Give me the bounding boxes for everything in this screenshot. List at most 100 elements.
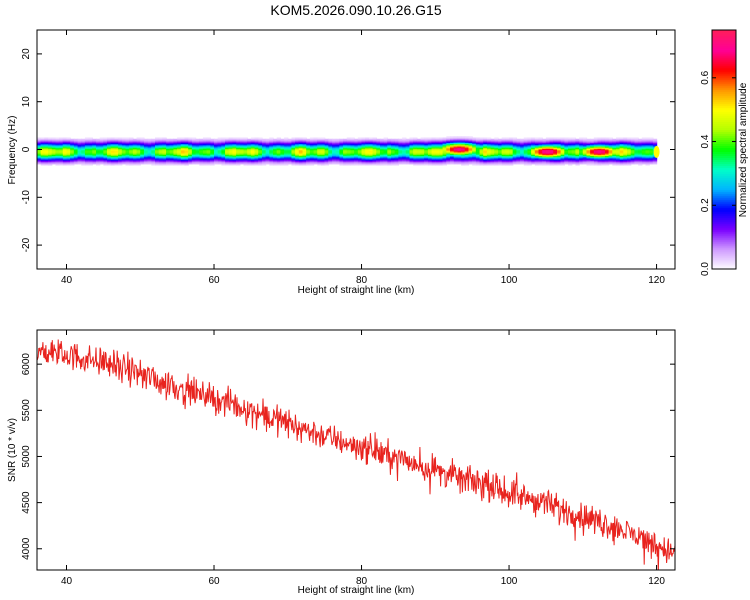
- heatmap-cell: [368, 162, 374, 165]
- heatmap-cell: [284, 163, 289, 166]
- heatmap-cell: [188, 150, 193, 153]
- heatmap-cell: [291, 153, 296, 155]
- heatmap-cell: [453, 137, 459, 140]
- heatmap-cell: [225, 151, 230, 154]
- heatmap-cell: [66, 137, 71, 140]
- heatmap-cell: [350, 147, 355, 149]
- heatmap-cell: [627, 137, 632, 140]
- colorbar-cell: [712, 35, 736, 39]
- heatmap-cell: [501, 155, 506, 158]
- heatmap-cell: [630, 154, 636, 157]
- heatmap-cell: [634, 156, 639, 159]
- heatmap-cell: [649, 154, 654, 157]
- heatmap-cell: [468, 145, 473, 148]
- heatmap-cell: [472, 160, 477, 163]
- heatmap-cell: [343, 151, 348, 154]
- heatmap-cell: [623, 143, 628, 146]
- heatmap-cell: [269, 160, 274, 163]
- heatmap-cell: [129, 138, 134, 141]
- heatmap-cell: [147, 147, 152, 149]
- heatmap-cell: [420, 145, 425, 148]
- colorbar-cell: [712, 67, 736, 71]
- heatmap-cell: [372, 144, 377, 147]
- heatmap-cell: [114, 137, 119, 140]
- heatmap-cell: [604, 156, 610, 159]
- heatmap-cell: [556, 145, 562, 148]
- heatmap-cell: [247, 160, 252, 163]
- heatmap-cell: [420, 143, 425, 146]
- heatmap-cell: [435, 157, 440, 160]
- heatmap-cell: [343, 148, 348, 151]
- heatmap-cell: [313, 139, 318, 142]
- heatmap-cell: [394, 160, 400, 163]
- heatmap-cell: [129, 156, 134, 159]
- colorbar-cell: [712, 119, 736, 123]
- heatmap-cell: [136, 159, 141, 161]
- heatmap-cell: [309, 155, 315, 158]
- heatmap-cell: [590, 162, 595, 165]
- heatmap-cell: [634, 150, 639, 153]
- heatmap-cell: [534, 149, 540, 152]
- y-tick-label: 6000: [21, 353, 32, 376]
- heatmap-cell: [99, 159, 104, 161]
- heatmap-cell: [424, 153, 429, 155]
- heatmap-cell: [402, 142, 407, 145]
- heatmap-cell: [132, 138, 138, 141]
- colorbar-cell: [712, 129, 736, 133]
- heatmap-cell: [62, 154, 68, 157]
- heatmap-cell: [243, 157, 248, 160]
- heatmap-cell: [630, 139, 636, 142]
- heatmap-cell: [464, 150, 470, 153]
- heatmap-cell: [472, 161, 477, 164]
- heatmap-cell: [155, 157, 160, 160]
- heatmap-cell: [531, 143, 536, 146]
- heatmap-cell: [649, 139, 654, 142]
- heatmap-cell: [391, 149, 396, 152]
- heatmap-cell: [313, 151, 318, 154]
- heatmap-cell: [350, 148, 355, 151]
- heatmap-cell: [387, 163, 392, 166]
- heatmap-cell: [354, 151, 359, 154]
- heatmap-cell: [593, 154, 599, 157]
- heatmap-cell: [261, 150, 267, 153]
- heatmap-cell: [66, 163, 71, 166]
- heatmap-cell: [62, 156, 68, 159]
- heatmap-cell: [435, 147, 440, 149]
- heatmap-cell: [461, 136, 466, 139]
- heatmap-cell: [549, 161, 554, 164]
- heatmap-cell: [579, 148, 584, 151]
- heatmap-cell: [199, 143, 204, 146]
- x-tick-label: 100: [501, 576, 518, 587]
- heatmap-cell: [376, 159, 381, 161]
- heatmap-cell: [604, 149, 610, 152]
- heatmap-cell: [247, 162, 252, 165]
- heatmap-cell: [560, 139, 565, 142]
- heatmap-cell: [413, 143, 418, 146]
- heatmap-cell: [51, 143, 57, 146]
- heatmap-cell: [564, 148, 569, 151]
- heatmap-cell: [516, 148, 521, 151]
- heatmap-cell: [258, 138, 263, 141]
- heatmap-cell: [40, 144, 45, 147]
- heatmap-cell: [464, 155, 470, 158]
- heatmap-cell: [191, 149, 197, 152]
- heatmap-cell: [402, 154, 407, 157]
- colorbar-cell: [712, 207, 736, 210]
- heatmap-cell: [486, 141, 492, 143]
- heatmap-cell: [538, 148, 543, 151]
- heatmap-cell: [420, 137, 425, 140]
- heatmap-cell: [110, 161, 116, 164]
- heatmap-cell: [258, 161, 263, 164]
- heatmap-cell: [125, 161, 130, 164]
- heatmap-cell: [184, 163, 189, 166]
- heatmap-cell: [431, 138, 436, 141]
- heatmap-cell: [202, 156, 208, 159]
- heatmap-cell: [81, 161, 86, 164]
- heatmap-cell: [527, 160, 532, 163]
- heatmap-cell: [140, 139, 145, 142]
- heatmap-cell: [549, 139, 554, 142]
- heatmap-cell: [391, 159, 396, 161]
- heatmap-cell: [129, 143, 134, 146]
- heatmap-cell: [387, 138, 392, 141]
- heatmap-cell: [313, 159, 318, 161]
